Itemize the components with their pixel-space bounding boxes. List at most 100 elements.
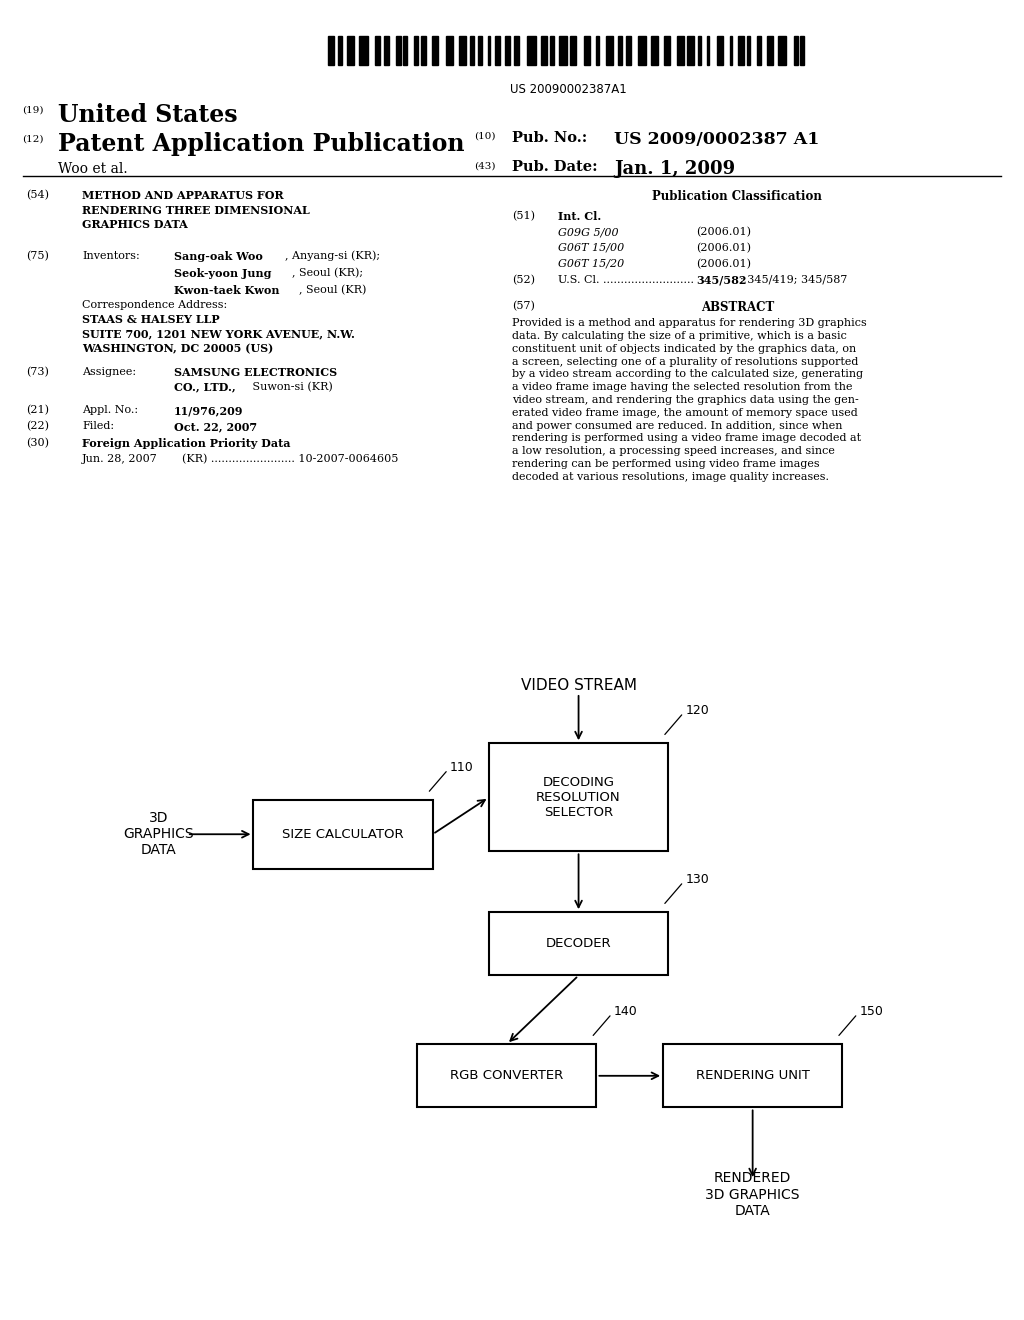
FancyBboxPatch shape [418,1044,596,1107]
Text: SAMSUNG ELECTRONICS: SAMSUNG ELECTRONICS [174,367,337,378]
Text: G06T 15/20: G06T 15/20 [558,259,625,269]
Bar [445,36,453,65]
Text: , Anyang-si (KR);: , Anyang-si (KR); [285,251,380,261]
Text: ABSTRACT: ABSTRACT [700,301,774,314]
Text: RENDERING UNIT: RENDERING UNIT [695,1069,810,1082]
Text: Assignee:: Assignee: [82,367,136,378]
Text: (2006.01): (2006.01) [696,243,752,253]
Bar [778,36,786,65]
Text: Appl. No.:: Appl. No.: [82,405,138,416]
Text: 120: 120 [686,704,710,717]
Text: 3D
GRAPHICS
DATA: 3D GRAPHICS DATA [124,810,194,858]
Text: (2006.01): (2006.01) [696,259,752,269]
FancyBboxPatch shape [664,1044,842,1107]
Text: Oct. 22, 2007: Oct. 22, 2007 [174,421,257,432]
Bar [687,36,694,65]
Text: DECODING
RESOLUTION
SELECTOR: DECODING RESOLUTION SELECTOR [537,776,621,818]
Bar [638,36,646,65]
Bar [664,36,670,65]
Text: G06T 15/00: G06T 15/00 [558,243,625,253]
Text: (52): (52) [512,275,535,285]
Text: (2006.01): (2006.01) [696,227,752,238]
Text: RENDERED
3D GRAPHICS
DATA: RENDERED 3D GRAPHICS DATA [706,1171,800,1218]
Text: ; 345/419; 345/587: ; 345/419; 345/587 [740,275,848,285]
Text: Sang-oak Woo: Sang-oak Woo [174,251,263,261]
Text: (51): (51) [512,211,535,222]
Bar [801,36,804,65]
Bar [757,36,761,65]
Text: Pub. No.:: Pub. No.: [512,131,587,145]
Text: G09G 5/00: G09G 5/00 [558,227,618,238]
Bar [432,36,438,65]
Bar [794,36,799,65]
Text: SIZE CALCULATOR: SIZE CALCULATOR [283,828,403,841]
Text: Publication Classification: Publication Classification [652,190,822,203]
Text: Correspondence Address:: Correspondence Address: [82,300,227,310]
Text: (19): (19) [23,106,44,115]
Bar [514,36,519,65]
Text: WASHINGTON, DC 20005 (US): WASHINGTON, DC 20005 (US) [82,343,273,354]
FancyBboxPatch shape [488,743,668,851]
Text: U.S. Cl. ..........................: U.S. Cl. .......................... [558,275,697,285]
Bar [651,36,657,65]
Bar [585,36,590,65]
Text: VIDEO STREAM: VIDEO STREAM [520,678,637,693]
Text: CO., LTD.,: CO., LTD., [174,381,236,392]
Bar [677,36,684,65]
Text: (30): (30) [27,438,49,449]
Text: , Seoul (KR): , Seoul (KR) [299,285,367,296]
Bar [542,36,548,65]
Bar [596,36,599,65]
Text: (12): (12) [23,135,44,144]
Text: 345/582: 345/582 [696,275,746,285]
Text: (10): (10) [474,132,496,141]
Text: (75): (75) [27,251,49,261]
Text: 110: 110 [451,760,474,774]
Bar [697,36,700,65]
Bar [459,36,466,65]
Bar [338,36,342,65]
Bar [415,36,418,65]
Bar [550,36,554,65]
Text: Inventors:: Inventors: [82,251,139,261]
Bar [506,36,510,65]
Bar [395,36,400,65]
Bar [359,36,368,65]
Bar [627,36,631,65]
Bar [559,36,567,65]
Text: (21): (21) [27,405,49,416]
Bar [606,36,612,65]
Text: Patent Application Publication: Patent Application Publication [58,132,465,156]
Text: Filed:: Filed: [82,421,114,432]
Bar [717,36,724,65]
Bar [730,36,732,65]
Text: 140: 140 [614,1005,638,1018]
FancyBboxPatch shape [254,800,432,869]
Bar [384,36,389,65]
Text: , Seoul (KR);: , Seoul (KR); [292,268,362,279]
Text: Int. Cl.: Int. Cl. [558,211,601,222]
Text: Seok-yoon Jung: Seok-yoon Jung [174,268,271,279]
Bar [738,36,744,65]
Text: RGB CONVERTER: RGB CONVERTER [451,1069,563,1082]
Bar [527,36,536,65]
Text: STAAS & HALSEY LLP: STAAS & HALSEY LLP [82,314,219,325]
Text: Woo et al.: Woo et al. [58,162,128,177]
Bar [402,36,408,65]
Text: (57): (57) [512,301,535,312]
Text: Jun. 28, 2007: Jun. 28, 2007 [82,454,158,465]
Text: US 20090002387A1: US 20090002387A1 [510,83,627,96]
Bar [618,36,623,65]
Text: Kwon-taek Kwon: Kwon-taek Kwon [174,285,280,296]
Text: 150: 150 [860,1005,884,1018]
Text: METHOD AND APPARATUS FOR
RENDERING THREE DIMENSIONAL
GRAPHICS DATA: METHOD AND APPARATUS FOR RENDERING THREE… [82,190,309,230]
Bar [707,36,709,65]
Bar [421,36,426,65]
Text: (73): (73) [27,367,49,378]
Bar [488,36,490,65]
Bar [478,36,481,65]
Text: (43): (43) [474,161,496,170]
Text: Foreign Application Priority Data: Foreign Application Priority Data [82,438,291,449]
Text: Pub. Date:: Pub. Date: [512,160,598,174]
Bar [496,36,500,65]
